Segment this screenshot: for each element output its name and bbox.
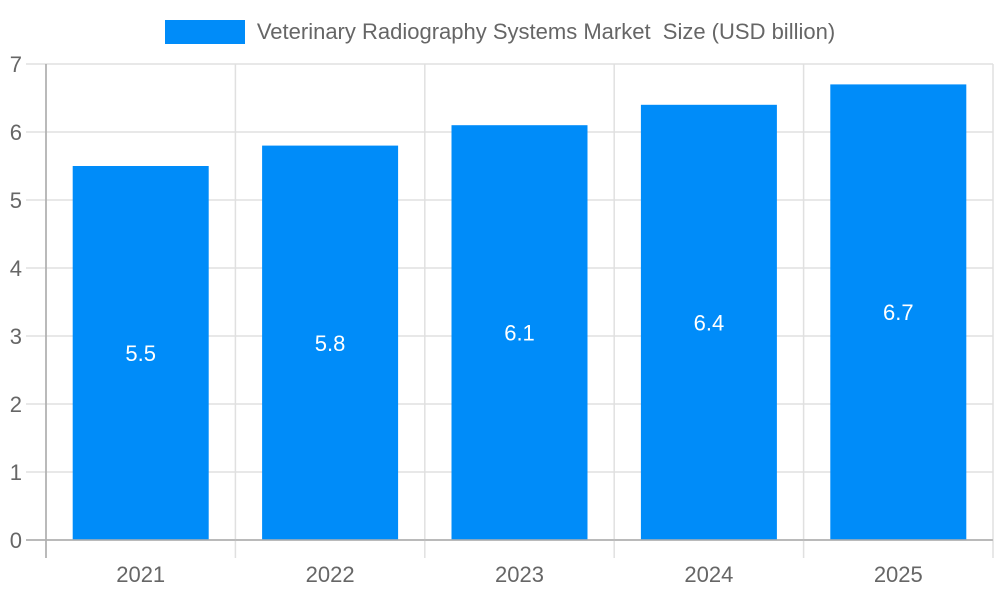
bar-2022[interactable] bbox=[262, 145, 399, 540]
y-tick-label: 6 bbox=[10, 120, 22, 145]
y-tick-label: 4 bbox=[10, 256, 22, 281]
bar-value-label: 5.5 bbox=[125, 341, 156, 366]
bar-2024[interactable] bbox=[640, 104, 777, 541]
legend-label: Veterinary Radiography Systems Market Si… bbox=[256, 19, 836, 44]
y-tick-label: 0 bbox=[10, 528, 22, 553]
x-tick-label: 2022 bbox=[306, 562, 355, 587]
y-tick-label: 7 bbox=[10, 52, 22, 77]
chart-legend: Veterinary Radiography Systems Market Si… bbox=[0, 19, 1000, 45]
x-tick-label: 2025 bbox=[874, 562, 923, 587]
bar-2023[interactable] bbox=[451, 125, 588, 540]
y-tick-label: 3 bbox=[10, 324, 22, 349]
y-tick-label: 5 bbox=[10, 188, 22, 213]
bar-value-label: 6.1 bbox=[504, 321, 535, 346]
legend-swatch[interactable] bbox=[164, 20, 245, 44]
bar-2021[interactable] bbox=[72, 166, 209, 540]
bar-value-label: 6.4 bbox=[694, 310, 725, 335]
bar-value-label: 5.8 bbox=[315, 331, 346, 356]
bar-value-label: 6.7 bbox=[883, 300, 914, 325]
x-tick-label: 2021 bbox=[116, 562, 165, 587]
y-tick-label: 1 bbox=[10, 460, 22, 485]
x-tick-label: 2024 bbox=[684, 562, 733, 587]
y-tick-label: 2 bbox=[10, 392, 22, 417]
x-tick-label: 2023 bbox=[495, 562, 544, 587]
bar-2025[interactable] bbox=[830, 84, 967, 541]
